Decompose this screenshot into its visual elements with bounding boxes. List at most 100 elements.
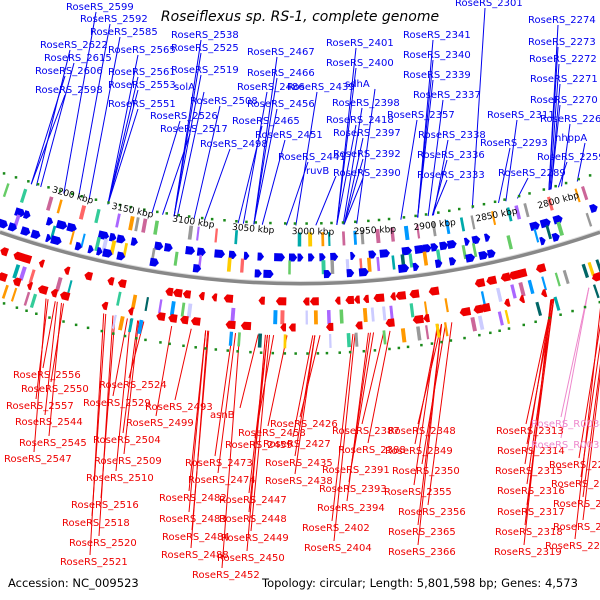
bottom-leader-line [367, 330, 391, 444]
gene-label-forward: RoseRS_2526 [150, 111, 218, 122]
marker-dot-inner [583, 305, 587, 309]
kbp-tick-label: 3000 kbp [292, 227, 335, 238]
forward-gene-arrow [192, 264, 202, 273]
marker-dot-outer [414, 214, 417, 218]
feature-bar-outer-bottom [23, 291, 31, 306]
marker-dot-inner [2, 302, 6, 305]
marker-dot-inner [325, 351, 329, 355]
marker-dot-outer [320, 222, 323, 225]
gene-label-forward: RoseRS_2397 [333, 128, 401, 139]
marker-dot-outer [36, 183, 40, 186]
feature-bar-outer-bottom [535, 301, 543, 317]
forward-gene-arrow [97, 230, 110, 240]
bottom-leader-line [560, 287, 590, 418]
forward-gene-arrow [154, 241, 164, 251]
feature-bar-outer [327, 231, 331, 247]
marker-dot-outer [14, 176, 18, 179]
top-leader-line [242, 91, 268, 224]
gene-label-reverse: RoseRS_2509 [94, 456, 162, 467]
marker-dot-outer [269, 221, 272, 225]
marker-dot-inner [135, 336, 138, 340]
marker-dot-inner [182, 344, 185, 348]
reverse-gene-arrow [223, 294, 234, 303]
top-leader-line [343, 158, 364, 225]
bottom-leader-line [346, 332, 369, 502]
reverse-gene-arrow [353, 295, 361, 304]
gene-label-reverse: RoseRS_2550 [21, 384, 89, 395]
feature-bar-inner-top [288, 260, 291, 275]
top-leader-line [557, 161, 568, 188]
forward-gene-arrow [87, 244, 94, 254]
reverse-gene-arrow [302, 297, 310, 306]
reverse-gene-arrow [0, 272, 8, 283]
gene-label-reverse: RoseRS_2394 [317, 503, 385, 514]
top-leader-line [550, 104, 561, 190]
reverse-gene-arrow [12, 277, 22, 287]
marker-dot-outer [187, 215, 191, 218]
bottom-leader-line [98, 315, 114, 537]
reverse-gene-arrow [190, 317, 201, 326]
gene-label-forward: RoseRS_2598 [35, 85, 103, 96]
forward-gene-arrow [448, 257, 457, 266]
gene-label-forward: RoseRS_2259 [537, 152, 600, 163]
top-leader-line [417, 79, 434, 218]
forward-gene-arrow [263, 269, 274, 279]
marker-dot-outer [47, 186, 50, 189]
gene-label-forward: RoseRS_2341 [403, 30, 471, 41]
marker-dot-inner [204, 347, 207, 350]
reverse-gene-arrow [165, 287, 174, 297]
feature-bar-outer [46, 196, 54, 211]
marker-dot-outer [305, 222, 308, 225]
marker-dot-outer [177, 213, 180, 217]
marker-dot-inner [226, 349, 230, 352]
gene-label-forward: RoseRS_2592 [80, 14, 148, 25]
forward-gene-arrow [465, 253, 476, 263]
reverse-gene-arrow [38, 259, 45, 268]
forward-gene-arrow [358, 268, 369, 277]
gene-label-reverse: RoseRS_2393 [319, 484, 387, 495]
feature-bar-outer-bottom [1, 284, 9, 299]
feature-bar-outer-bottom [354, 332, 359, 347]
gene-label-forward: RoseRS_2465 [232, 116, 300, 127]
feature-bar-outer [470, 215, 476, 230]
forward-gene-arrow [288, 253, 298, 262]
marker-dot-outer [107, 201, 110, 204]
gene-label-forward: RoseRS_2466 [247, 68, 315, 79]
gene-label-reverse: RoseRS_2557 [6, 401, 74, 412]
top-leader-line [107, 89, 139, 205]
feature-bar-inner-top [366, 257, 372, 272]
forward-gene-arrow [108, 232, 117, 242]
gene-label-reverse: RoseRS_2276 [551, 479, 600, 490]
top-leader-line [336, 67, 357, 225]
feature-bar-inner-top [101, 238, 109, 253]
forward-gene-arrow [401, 246, 412, 256]
marker-dot-outer [2, 172, 6, 175]
feature-bar-outer [78, 205, 87, 220]
marker-dot-outer [118, 203, 122, 207]
reverse-gene-arrow [541, 288, 548, 298]
reverse-gene-arrow [474, 278, 486, 288]
gene-label-reverse: RoseRS_2448 [219, 514, 287, 525]
marker-dot-inner [388, 347, 391, 351]
marker-dot-outer [94, 198, 98, 201]
top-leader-line [471, 7, 486, 209]
forward-gene-arrow [22, 210, 31, 219]
feature-bar-outer-bottom [477, 315, 485, 330]
reverse-gene-arrow [309, 297, 319, 306]
top-leader-line [253, 77, 278, 225]
kbp-tick-label: 3200 kbp [51, 185, 95, 206]
marker-dot-inner [420, 343, 423, 347]
kbp-tick-label: 2800 kbp [537, 191, 581, 212]
gene-label-reverse: RoseRS_2520 [69, 538, 137, 549]
feature-bar-outer-bottom [470, 316, 478, 332]
gene-label-forward: RoseRS_2401 [326, 38, 394, 49]
top-leader-line [173, 52, 202, 217]
marker-dot-inner [294, 352, 297, 355]
marker-dot-outer [200, 216, 204, 220]
reverse-gene-arrow [275, 297, 287, 306]
marker-dot-outer [58, 189, 62, 192]
rna-label: RoseRS_R0035 [531, 440, 600, 451]
feature-bar-inner-top [556, 221, 565, 237]
reverse-gene-arrow [428, 286, 440, 296]
gene-label-forward: RoseRS_2418 [326, 115, 394, 126]
